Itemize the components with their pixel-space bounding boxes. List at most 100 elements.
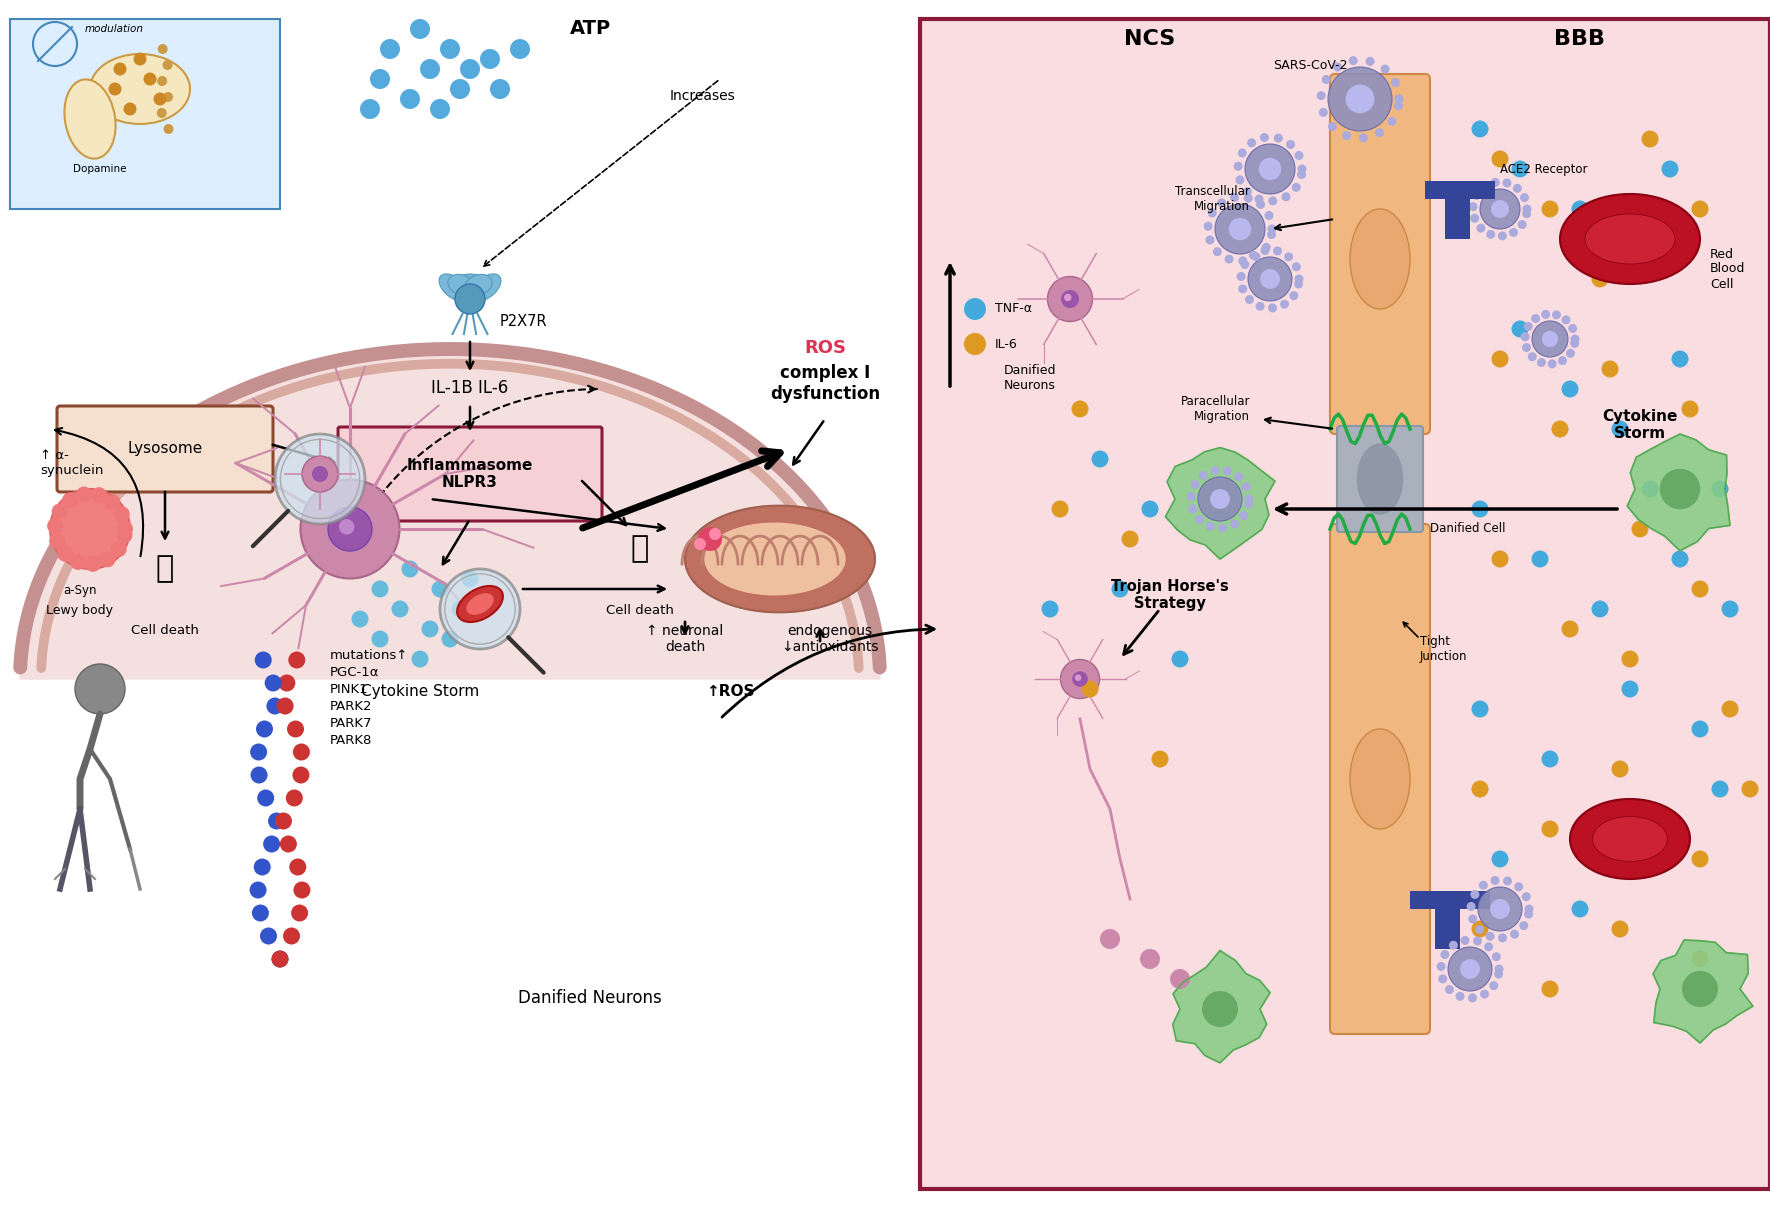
Circle shape [1591,601,1609,618]
Text: Tight
Junction: Tight Junction [1420,635,1467,663]
Circle shape [1244,494,1253,503]
Circle shape [1487,230,1496,239]
Circle shape [1469,914,1478,924]
Circle shape [462,571,478,588]
Circle shape [1692,201,1708,218]
Circle shape [1692,850,1708,868]
Circle shape [1692,721,1708,737]
Circle shape [1469,202,1478,212]
Text: Increases: Increases [671,89,736,103]
FancyBboxPatch shape [1329,74,1430,434]
Circle shape [1480,880,1489,890]
Circle shape [289,858,306,875]
Circle shape [289,652,304,669]
Circle shape [1349,56,1358,65]
Circle shape [1510,930,1519,938]
Circle shape [1297,170,1306,179]
Circle shape [1294,151,1303,160]
Circle shape [1218,198,1227,207]
Circle shape [1441,950,1450,959]
Circle shape [432,580,448,597]
Circle shape [381,39,400,59]
Circle shape [1191,480,1200,488]
Circle shape [441,39,460,59]
Circle shape [267,812,285,829]
Circle shape [1490,178,1499,187]
Ellipse shape [1351,729,1411,829]
Circle shape [1671,351,1689,368]
Text: ATP: ATP [570,19,611,39]
Circle shape [1692,580,1708,597]
Circle shape [1255,302,1264,311]
Circle shape [1264,212,1273,220]
Ellipse shape [1593,816,1667,862]
Circle shape [372,580,388,597]
Circle shape [303,456,338,492]
Circle shape [1460,936,1469,945]
Circle shape [1152,751,1168,768]
Circle shape [1235,175,1244,185]
Circle shape [1641,131,1658,147]
Circle shape [1494,970,1503,978]
Circle shape [1234,473,1243,481]
Circle shape [1522,204,1531,214]
Circle shape [359,99,381,118]
Circle shape [1471,501,1489,517]
Bar [1425,181,1496,199]
Circle shape [1524,904,1533,914]
Text: Transcellular
Migration: Transcellular Migration [1175,185,1250,213]
FancyBboxPatch shape [1336,426,1423,532]
Circle shape [710,528,720,540]
Circle shape [1381,64,1389,74]
Circle shape [1503,877,1512,885]
Circle shape [1561,620,1579,637]
Circle shape [1531,550,1549,567]
Circle shape [1250,250,1258,260]
Circle shape [1561,381,1579,398]
Circle shape [257,721,273,737]
Circle shape [1375,128,1384,138]
Circle shape [1492,953,1501,961]
Polygon shape [1174,950,1271,1063]
Circle shape [117,527,133,543]
Circle shape [1542,201,1559,218]
Circle shape [1542,821,1559,838]
Circle shape [1287,140,1296,149]
Ellipse shape [1584,214,1674,264]
Circle shape [391,601,409,618]
Circle shape [1520,332,1529,341]
Circle shape [1294,279,1303,289]
Circle shape [1204,221,1212,231]
Circle shape [480,50,499,69]
Circle shape [57,545,73,562]
Circle shape [1244,144,1296,193]
Circle shape [1172,650,1188,667]
Circle shape [1503,179,1512,187]
Ellipse shape [64,80,115,158]
Circle shape [419,59,441,79]
Circle shape [278,675,296,692]
Circle shape [1547,359,1556,369]
Circle shape [1533,322,1568,357]
Polygon shape [1165,447,1274,559]
Circle shape [1471,700,1489,717]
Circle shape [1122,531,1138,548]
Circle shape [1512,161,1529,178]
Circle shape [267,698,283,715]
Circle shape [1064,294,1071,301]
Circle shape [292,744,310,760]
Circle shape [340,519,354,534]
Circle shape [113,63,126,75]
Circle shape [1142,501,1159,517]
Circle shape [266,675,281,692]
Circle shape [253,858,271,875]
Text: a-Syn: a-Syn [64,584,97,597]
Bar [1411,891,1490,909]
Circle shape [411,19,430,39]
Circle shape [1513,184,1522,192]
Circle shape [113,507,129,522]
Circle shape [1359,133,1368,143]
Circle shape [1225,255,1234,264]
Circle shape [62,492,78,508]
Circle shape [1591,271,1609,288]
